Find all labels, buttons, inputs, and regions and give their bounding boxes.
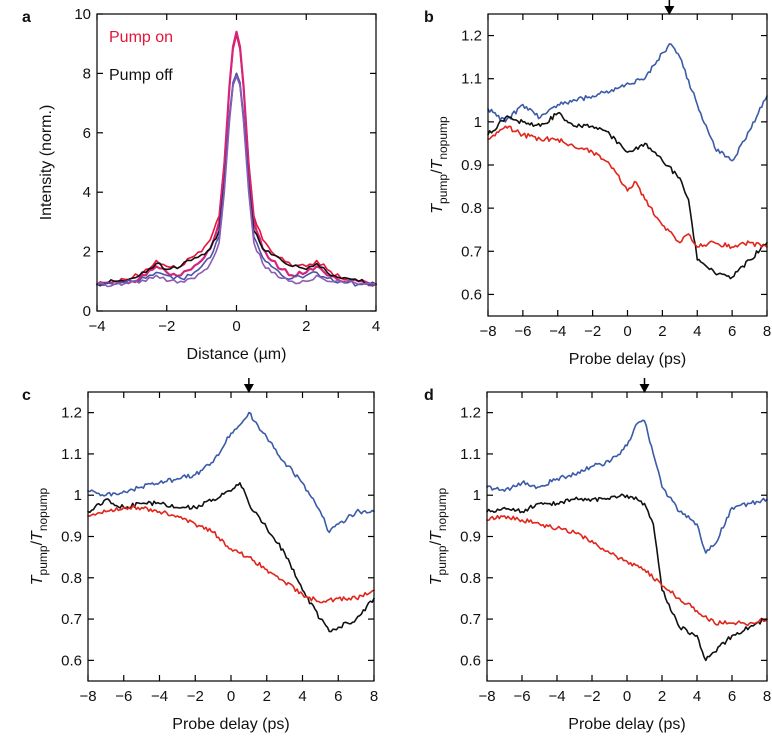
legend-entry: Pump on	[109, 29, 173, 46]
y-tick-label: 0.7	[461, 243, 482, 260]
x-tick-label: 2	[658, 323, 666, 340]
plot-frame	[486, 391, 768, 682]
y-tick-label: 10	[74, 6, 91, 23]
plot-frame	[96, 13, 377, 312]
x-tick-label: −4	[549, 323, 566, 340]
y-tick-label: 0.9	[460, 529, 481, 546]
panel-d: d −8 −6 −4 −2 0 2 4 6 8 0.6 0.7 0.8 0.9 1 1.1 1.2 Probe d…	[424, 378, 771, 733]
y-tick-label: 0.6	[460, 652, 481, 669]
peak-arrow-head-icon	[639, 384, 650, 393]
y-tick-label: 1	[473, 487, 481, 504]
series-line-2	[486, 514, 768, 627]
y-tick-label: 2	[83, 244, 91, 261]
series-line-1	[486, 493, 768, 662]
panel-a: a −4 −2 0 2 4 0 2 4 6 8 10 Distance (µm) Intensity (n…	[22, 6, 380, 363]
x-tick-label: −2	[584, 323, 601, 340]
x-tick-label: 8	[370, 688, 378, 705]
y-tick-label: 1.2	[460, 405, 481, 422]
panel-letter: a	[22, 9, 31, 26]
x-tick-label: −8	[478, 688, 495, 705]
y-tick-label: 1	[474, 114, 482, 131]
x-tick-label: 4	[298, 688, 306, 705]
panel-b: b −8 −6 −4 −2 0 2 4 6 8 0.6 0.7 0.8 0.9 1 1.1 1.2 Probe d…	[424, 0, 771, 368]
x-tick-label: 2	[302, 318, 310, 335]
plot-frame	[87, 391, 375, 682]
panel-letter: d	[424, 387, 434, 404]
y-tick-label: 0.8	[61, 570, 82, 587]
peak-arrow-head-icon	[243, 384, 254, 393]
legend-entry: Pump off	[109, 67, 173, 84]
series-line-0	[487, 43, 768, 162]
x-axis-title: Probe delay (ps)	[568, 716, 685, 733]
x-tick-label: 6	[334, 688, 342, 705]
y-tick-label: 0.6	[461, 286, 482, 303]
y-tick-label: 0.7	[460, 611, 481, 628]
x-axis-title: Distance (µm)	[187, 346, 287, 363]
x-tick-label: 6	[728, 323, 736, 340]
y-tick-label: 1.1	[61, 446, 82, 463]
x-tick-label: −2	[583, 688, 600, 705]
y-tick-label: 0.6	[61, 652, 82, 669]
series-line-0	[87, 411, 375, 534]
y-tick-label: 1.1	[461, 71, 482, 88]
x-tick-label: −2	[158, 318, 175, 335]
y-tick-label: 0	[83, 303, 91, 320]
series-line-1	[95, 30, 378, 286]
y-tick-label: 1.1	[460, 446, 481, 463]
plot-frame	[487, 13, 768, 317]
x-tick-label: −4	[548, 688, 565, 705]
y-tick-label: 8	[83, 65, 91, 82]
x-tick-label: 2	[658, 688, 666, 705]
panel-c: c −8 −6 −4 −2 0 2 4 6 8 0.6 0.7 0.8 0.9 1 1.1 1.2 Probe d…	[22, 378, 378, 733]
y-tick-label: 4	[83, 184, 91, 201]
x-axis-title: Probe delay (ps)	[172, 716, 289, 733]
y-tick-label: 0.8	[461, 200, 482, 217]
y-axis-title: Intensity (norm.)	[38, 105, 55, 221]
series-line-2	[96, 72, 377, 287]
y-tick-label: 0.9	[461, 157, 482, 174]
x-tick-label: 4	[693, 323, 701, 340]
x-tick-label: −6	[513, 688, 530, 705]
y-tick-label: 1.2	[461, 28, 482, 45]
peak-arrow-head-icon	[664, 6, 675, 15]
series-line-1	[87, 482, 375, 633]
x-tick-label: −6	[115, 688, 132, 705]
x-tick-label: −4	[151, 688, 168, 705]
x-tick-label: −8	[479, 323, 496, 340]
x-tick-label: −4	[88, 318, 105, 335]
y-tick-label: 6	[83, 125, 91, 142]
series-line-0	[486, 419, 768, 554]
x-tick-label: −2	[187, 688, 204, 705]
x-tick-label: 8	[763, 323, 771, 340]
panel-letter: b	[424, 9, 434, 26]
x-tick-label: 0	[232, 318, 240, 335]
y-axis-title: Tpump/Tnopump	[29, 487, 50, 585]
x-tick-label: −6	[514, 323, 531, 340]
y-tick-label: 0.8	[460, 570, 481, 587]
x-tick-label: 8	[763, 688, 771, 705]
x-axis-title: Probe delay (ps)	[569, 351, 686, 368]
x-tick-label: −8	[79, 688, 96, 705]
x-tick-label: 0	[227, 688, 235, 705]
y-tick-label: 0.7	[61, 611, 82, 628]
x-tick-label: 4	[372, 318, 380, 335]
panel-letter: c	[22, 387, 31, 404]
x-tick-label: 0	[623, 688, 631, 705]
series-line-1	[487, 111, 768, 280]
y-tick-label: 0.9	[61, 529, 82, 546]
series-line-3	[96, 72, 377, 287]
series-line-2	[487, 125, 768, 250]
y-tick-label: 1	[74, 487, 82, 504]
x-tick-label: 2	[263, 688, 271, 705]
series-line-2	[87, 504, 375, 604]
x-tick-label: 4	[693, 688, 701, 705]
series-line-4	[96, 75, 377, 288]
y-axis-title: Tpump/Tnopump	[429, 116, 450, 214]
x-tick-label: 6	[728, 688, 736, 705]
y-axis-title: Tpump/Tnopump	[428, 487, 449, 585]
y-tick-label: 1.2	[61, 405, 82, 422]
x-tick-label: 0	[623, 323, 631, 340]
